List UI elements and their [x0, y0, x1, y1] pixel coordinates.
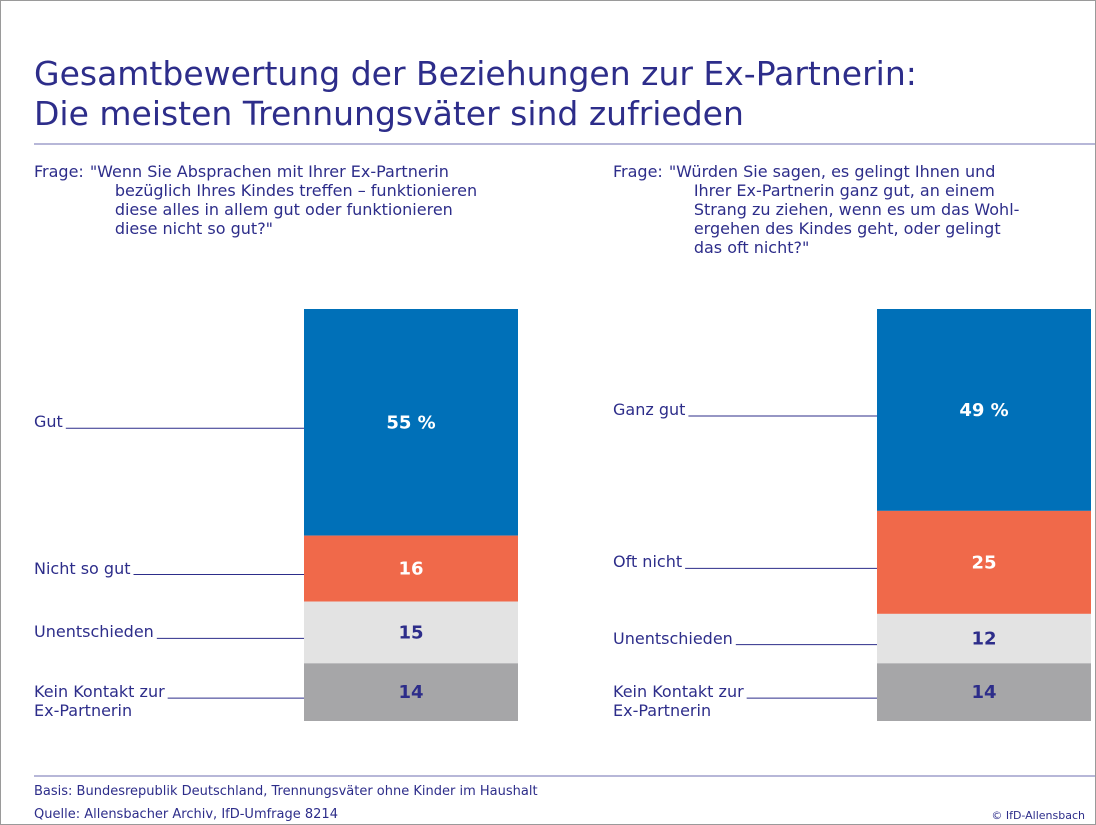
question-label: Frage: — [613, 162, 663, 181]
question-line: ergehen des Kindes geht, oder gelingt — [693, 219, 1001, 238]
question-line: Ihrer Ex-Partnerin ganz gut, an einem — [693, 181, 995, 200]
question-line: Strang zu ziehen, wenn es um das Wohl- — [693, 200, 1020, 219]
category-label: Nicht so gut — [34, 558, 131, 578]
value-label: 14 — [971, 682, 996, 703]
value-label: 14 — [398, 682, 423, 703]
category-label: Kein Kontakt zur Ex-Partnerin — [34, 682, 165, 721]
bar-segment — [877, 309, 1091, 511]
question-line: "Wenn Sie Absprachen mit Ihrer Ex-Partne… — [89, 162, 449, 181]
value-label: 49 % — [959, 400, 1008, 421]
bar-segment — [304, 601, 518, 664]
bar-segment — [304, 309, 518, 536]
title-line: Die meisten Trennungsväter sind zufriede… — [34, 94, 744, 133]
bar-segment — [877, 510, 1091, 614]
copyright: © IfD-Allensbach — [991, 809, 1085, 822]
source: Quelle: Allensbacher Archiv, IfD-Umfrage… — [34, 807, 338, 822]
category-label: Unentschieden — [613, 628, 733, 648]
question-line: diese nicht so gut?" — [114, 219, 274, 238]
category-label: Oft nicht — [613, 552, 683, 572]
question-label: Frage: — [34, 162, 84, 181]
basis: Basis: Bundesrepublik Deutschland, Trenn… — [34, 784, 538, 799]
value-label: 15 — [398, 622, 423, 643]
category-label: Unentschieden — [34, 622, 154, 642]
value-label: 16 — [398, 559, 423, 580]
bar-segment — [877, 663, 1091, 721]
bar-segment — [304, 535, 518, 602]
question-line: bezüglich Ihres Kindes treffen – funktio… — [114, 181, 478, 200]
value-label: 25 — [971, 552, 996, 573]
bar-segment — [877, 613, 1091, 664]
category-label: Kein Kontakt zur Ex-Partnerin — [613, 682, 744, 721]
title-line: Gesamtbewertung der Beziehungen zur Ex-P… — [34, 54, 917, 93]
category-label: Ganz gut — [613, 399, 686, 419]
question-line: das oft nicht?" — [693, 238, 810, 257]
question-line: diese alles in allem gut oder funktionie… — [114, 200, 453, 219]
question-line: "Würden Sie sagen, es gelingt Ihnen und — [668, 162, 996, 181]
value-label: 12 — [971, 629, 996, 650]
category-label: Gut — [34, 412, 63, 432]
value-label: 55 % — [386, 412, 435, 433]
bar-segment — [304, 663, 518, 721]
